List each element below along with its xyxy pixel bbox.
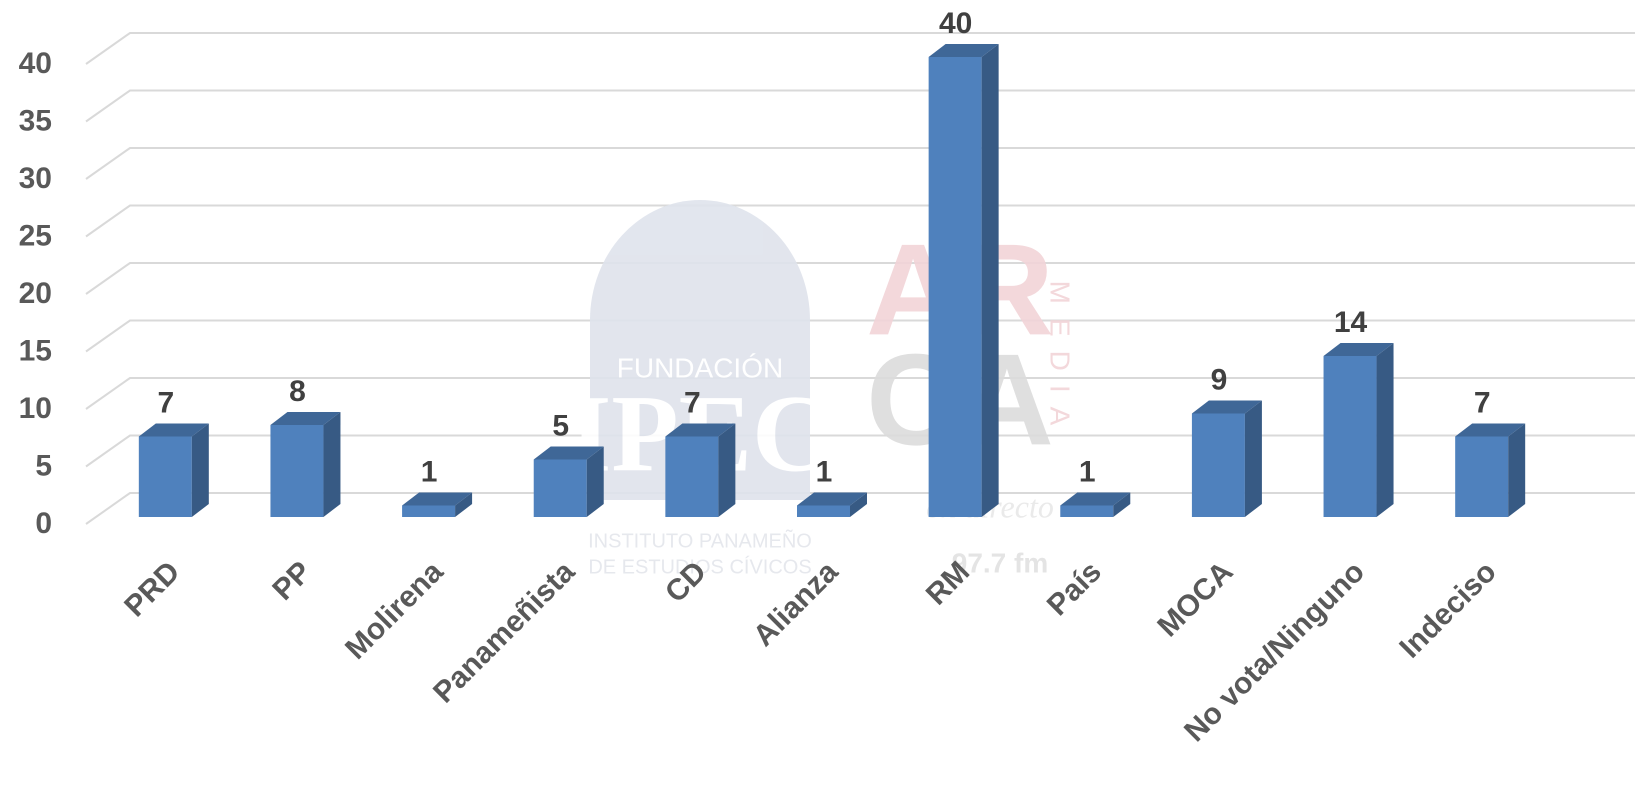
bar-side: [1376, 343, 1394, 517]
grid-line: [85, 434, 1635, 468]
bar-front: [1455, 436, 1509, 517]
value-label: 14: [1334, 306, 1368, 339]
bar-top: [402, 492, 473, 506]
value-label: 9: [1211, 363, 1228, 396]
grid-line: [85, 89, 1635, 123]
grid-line: [85, 262, 1635, 295]
x-tick-label: País: [1041, 555, 1108, 622]
x-tick-label: MOCA: [1151, 555, 1239, 643]
watermark-text: INSTITUTO PANAMEÑO: [588, 528, 812, 552]
x-tick-label: Indeciso: [1393, 555, 1502, 664]
watermark-text: FUNDACIÓN: [617, 352, 783, 383]
bar: [138, 423, 209, 517]
x-tick-label: PP: [266, 555, 318, 607]
bar-side: [455, 492, 473, 517]
bar-front: [1060, 505, 1114, 517]
grid-line: [85, 32, 1635, 65]
bar-side: [718, 423, 736, 517]
bar: [1191, 400, 1262, 517]
ipec-badge: [590, 200, 810, 500]
bar-top: [1191, 400, 1262, 414]
grid-line: [85, 319, 1635, 353]
bar-front: [1323, 356, 1377, 517]
value-label: 8: [289, 375, 306, 408]
watermark-text: 97.7 fm: [952, 547, 1049, 578]
value-label: 1: [421, 455, 438, 488]
grid-line: [85, 377, 1635, 410]
bar: [402, 492, 473, 517]
bar-front: [533, 459, 587, 517]
watermark-text: DE ESTUDIOS CÍVICOS: [588, 555, 811, 578]
y-tick-label: 25: [19, 219, 52, 252]
value-label: 1: [816, 455, 833, 488]
value-label: 40: [939, 7, 972, 40]
bar: [665, 423, 736, 517]
bar-front: [928, 57, 982, 517]
bar: [928, 44, 999, 517]
bar: [270, 412, 341, 517]
value-label: 7: [1474, 386, 1491, 419]
bar-side: [850, 492, 867, 517]
x-tick-label: Panameñista: [427, 555, 581, 709]
y-tick-label: 15: [19, 334, 52, 367]
bar-front: [270, 425, 324, 517]
value-label: 5: [552, 409, 569, 442]
bar-top: [1323, 343, 1394, 356]
x-tick-label: Molirena: [339, 555, 450, 666]
grid-line: [85, 147, 1635, 180]
y-tick-label: 35: [19, 104, 52, 137]
y-tick-label: 20: [19, 277, 52, 310]
bar-top: [1455, 423, 1526, 437]
bar: [533, 446, 604, 517]
bar-side: [586, 446, 604, 517]
bar: [797, 492, 867, 517]
bar-side: [191, 423, 209, 517]
y-tick-label: 30: [19, 162, 52, 195]
bar: [1455, 423, 1526, 517]
bar-front: [402, 505, 456, 517]
bar: [1323, 343, 1394, 517]
bar-top: [665, 423, 736, 437]
x-tick-label: PRD: [118, 555, 186, 623]
y-tick-label: 5: [35, 449, 52, 482]
bar-top: [1060, 492, 1131, 506]
watermarks: FUNDACIÓN IPEC INSTITUTO PANAMEÑO DE EST…: [569, 200, 1076, 578]
bar-front: [1191, 413, 1245, 517]
y-tick-label: 10: [19, 392, 52, 425]
value-label: 7: [684, 386, 701, 419]
bar-side: [1244, 400, 1262, 517]
bar-top: [533, 446, 604, 460]
bar-side: [1113, 492, 1131, 517]
bar-side: [323, 412, 341, 517]
bar-top: [270, 412, 341, 425]
bar-front: [665, 436, 719, 517]
bar: [1060, 492, 1131, 517]
y-tick-label: 0: [35, 507, 52, 540]
y-tick-label: 40: [19, 47, 52, 80]
bar-side: [981, 44, 999, 517]
bar-top: [797, 492, 867, 506]
value-label: 7: [157, 386, 174, 419]
grid-line: [85, 204, 1635, 238]
value-label: 1: [1079, 455, 1096, 488]
bar-top: [928, 44, 999, 57]
grid-line: [85, 492, 1635, 525]
bar-front: [138, 436, 192, 517]
bar-top: [138, 423, 209, 437]
bar-front: [797, 505, 850, 517]
watermark-text: MEDIA: [1045, 281, 1076, 440]
bar-side: [1508, 423, 1526, 517]
